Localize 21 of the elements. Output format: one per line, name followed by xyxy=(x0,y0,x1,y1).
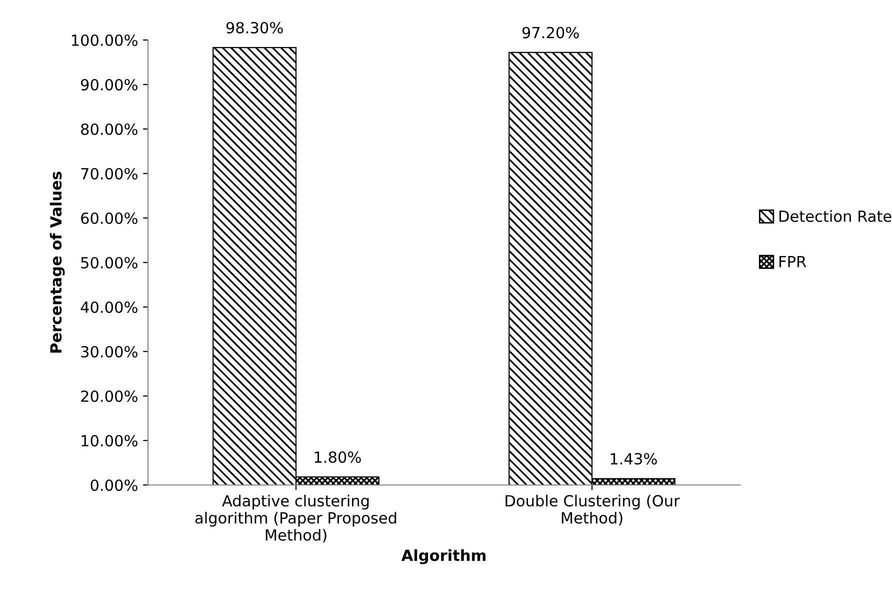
y-tick-label: 80.00% xyxy=(81,123,138,136)
y-tick-label: 90.00% xyxy=(80,78,138,91)
x-axis-title: Algorithm xyxy=(401,549,486,564)
y-tick-label: 40.00% xyxy=(80,301,138,314)
y-tick-label: 70.00% xyxy=(81,168,138,180)
y-tick-label: 0.00% xyxy=(90,479,138,492)
y-axis-title: Percentage of Values xyxy=(50,172,65,353)
y-tick-label: 30.00% xyxy=(81,346,138,358)
y-tick-label: 10.00% xyxy=(82,434,138,447)
data-label: 98.30% xyxy=(226,22,283,34)
y-tick-label: 20.00% xyxy=(81,390,138,402)
y-tick-label: 60.00% xyxy=(81,212,138,224)
data-label: 1.80% xyxy=(314,451,361,463)
legend-label: FPR xyxy=(780,256,806,268)
x-tick-label: Adaptive clustering algorithm (Paper Proposed Method) xyxy=(195,494,396,543)
legend-label: Detection Rate xyxy=(780,210,892,222)
data-label: 1.43% xyxy=(610,453,657,465)
y-tick-label: 100.00% xyxy=(72,34,138,46)
data-label: 97.20% xyxy=(522,26,579,38)
x-tick-label: Double Clustering (Our Method) xyxy=(506,494,680,526)
y-tick-label: 50.00% xyxy=(81,256,138,269)
